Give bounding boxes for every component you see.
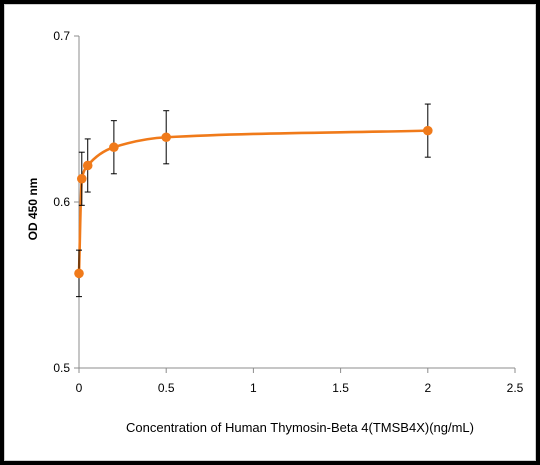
x-tick-label: 0.5 — [158, 381, 175, 395]
y-tick-label: 0.6 — [53, 195, 70, 209]
x-axis-label: Concentration of Human Thymosin-Beta 4(T… — [126, 420, 474, 435]
data-points — [74, 125, 433, 279]
data-point — [74, 268, 84, 279]
od-concentration-chart: 0 0.5 1 1.5 2 2.5 0.5 0.6 0.7 Concentration of … — [26, 29, 524, 435]
axes — [78, 36, 515, 369]
y-axis-ticks: 0.5 0.6 0.7 — [53, 29, 79, 375]
data-point — [76, 173, 87, 184]
y-tick-label: 0.7 — [53, 29, 70, 43]
x-tick-label: 2 — [424, 381, 431, 395]
x-axis-ticks: 0 0.5 1 1.5 2 2.5 — [76, 368, 524, 395]
y-tick-label: 0.5 — [53, 361, 70, 375]
y-axis-label: OD 450 nm — [26, 178, 40, 241]
data-point — [161, 132, 171, 143]
data-point — [109, 142, 119, 153]
fit-curve-layer — [77, 129, 428, 274]
x-tick-label: 1.5 — [332, 381, 349, 395]
data-point — [423, 125, 433, 136]
data-point — [82, 160, 93, 171]
fit-curve — [77, 129, 428, 274]
x-tick-label: 0 — [76, 381, 83, 395]
x-tick-label: 1 — [250, 381, 257, 395]
x-tick-label: 2.5 — [507, 381, 524, 395]
